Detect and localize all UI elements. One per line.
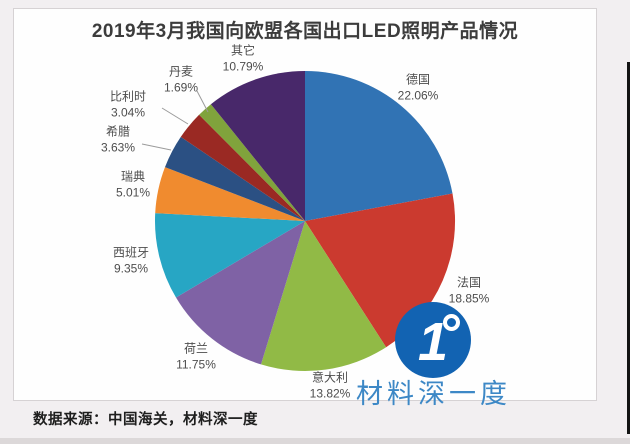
pie-label-belgium: 比利时 3.04%: [110, 89, 146, 120]
pie-label-name: 德国: [405, 72, 431, 87]
pie-slice-germany: [305, 70, 453, 221]
pie-slice-spain: [154, 213, 305, 298]
pie-label-percent: 22.06%: [397, 88, 439, 102]
pie-label-sweden: 瑞典 5.01%: [116, 169, 150, 200]
pie-label-france: 法国 18.85%: [449, 275, 490, 306]
bottom-gray-strip: [0, 438, 630, 444]
brand-watermark-text: 材料深一度: [356, 379, 511, 409]
pie-label-italy: 意大利 13.82%: [310, 370, 351, 401]
pie-label-name: 其它: [230, 43, 256, 58]
leader-line-belgium: [161, 107, 189, 125]
brand-logo: 1: [395, 302, 471, 378]
pie-label-name: 西班牙: [112, 245, 150, 260]
pie-label-name: 意大利: [311, 370, 349, 385]
pie-label-name: 瑞典: [120, 169, 145, 184]
pie-label-name: 丹麦: [168, 64, 193, 79]
pie-label-name: 荷兰: [183, 341, 208, 356]
pie-label-percent: 3.63%: [100, 140, 136, 154]
pie-label-name: 希腊: [105, 124, 130, 139]
pie-label-name: 比利时: [109, 89, 147, 104]
pie-slice-belgium: [180, 114, 305, 221]
data-source-note: 数据来源：中国海关，材料深一度: [33, 412, 258, 428]
logo-one-glyph: 1: [417, 312, 449, 372]
pie-label-greece: 希腊 3.63%: [101, 124, 135, 155]
pie-label-percent: 9.35%: [113, 261, 149, 275]
chart-title: 2019年3月我国向欧盟各国出口LED照明产品情况: [91, 21, 519, 42]
pie-label-percent: 1.69%: [163, 80, 199, 94]
pie-label-germany: 德国 22.06%: [398, 72, 439, 103]
pie-slice-denmark: [199, 104, 305, 221]
pie-label-percent: 3.04%: [110, 105, 146, 119]
logo-degree-icon: [443, 314, 460, 331]
pie-slice-greece: [165, 136, 305, 221]
pie-label-denmark: 丹麦 1.69%: [164, 64, 198, 95]
pie-slice-sweden: [155, 167, 305, 221]
pie-label-percent: 13.82%: [309, 386, 351, 400]
pie-slice-netherlands: [176, 221, 305, 365]
screenshot-right-edge-line: [627, 62, 630, 434]
pie-label-name: 法国: [456, 275, 482, 290]
pie-label-others: 其它 10.79%: [223, 43, 264, 74]
pie-label-percent: 18.85%: [448, 291, 490, 305]
pie-slice-italy: [261, 221, 387, 372]
pie-label-percent: 5.01%: [115, 185, 151, 199]
pie-label-spain: 西班牙 9.35%: [113, 245, 149, 276]
pie-label-percent: 11.75%: [176, 357, 216, 371]
pie-label-percent: 10.79%: [222, 59, 264, 73]
leader-line-greece: [141, 143, 172, 151]
leader-line-denmark: [196, 90, 209, 113]
pie-label-netherlands: 荷兰 11.75%: [176, 341, 216, 372]
pie-slice-others: [210, 71, 305, 221]
